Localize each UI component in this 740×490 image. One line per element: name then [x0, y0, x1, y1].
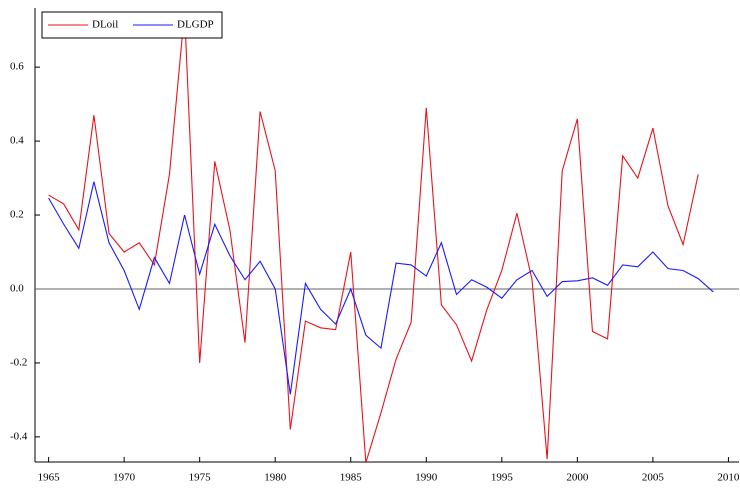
- y-tick-label: 0.6: [10, 61, 24, 73]
- y-tick-label: 0.2: [10, 209, 24, 221]
- x-tick-label: 2010: [717, 472, 740, 484]
- y-tick-label: -0.2: [10, 356, 27, 368]
- legend-label: DLGDP: [177, 19, 214, 31]
- legend-label: DLoil: [92, 19, 118, 31]
- y-tick-label: -0.4: [10, 430, 28, 442]
- x-tick-label: 1985: [340, 472, 363, 484]
- x-tick-label: 1965: [38, 472, 61, 484]
- x-tick-label: 1975: [189, 472, 212, 484]
- series-line: [48, 181, 714, 395]
- y-tick-label: 0.4: [10, 135, 24, 147]
- x-tick-label: 2005: [642, 472, 665, 484]
- x-tick-label: 1980: [264, 472, 287, 484]
- x-tick-label: 1970: [113, 472, 136, 484]
- x-tick-label: 1990: [415, 472, 438, 484]
- series-line: [48, 11, 699, 463]
- x-tick-label: 1995: [491, 472, 514, 484]
- x-tick-label: 2000: [566, 472, 589, 484]
- y-tick-label: 0.0: [10, 283, 24, 295]
